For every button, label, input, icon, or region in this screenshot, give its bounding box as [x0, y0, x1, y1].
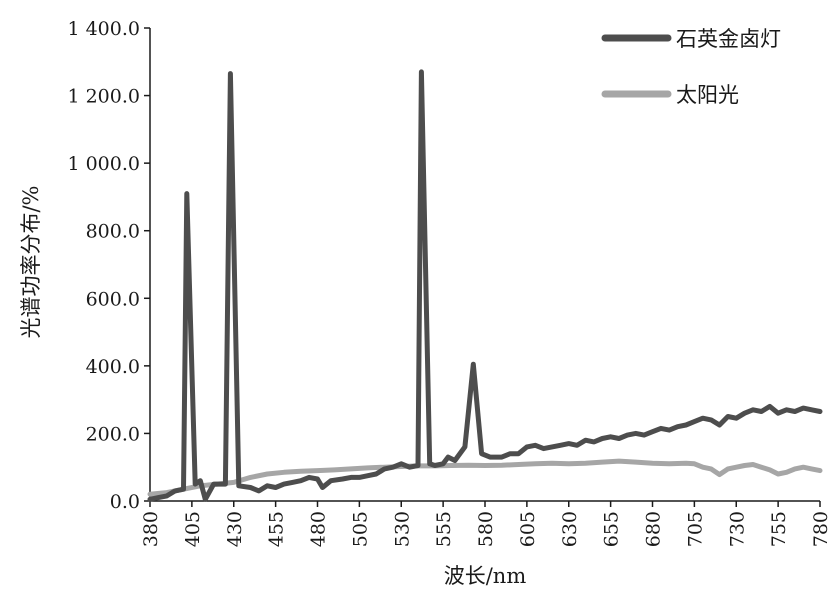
series-line-0	[147, 69, 823, 502]
x-tick-label: 705	[684, 511, 706, 547]
y-axis-title: 光谱功率分布/%	[19, 185, 43, 338]
x-tick-label: 605	[517, 511, 539, 547]
series-layer	[147, 69, 823, 502]
y-tick-label: 0.0	[110, 491, 140, 513]
x-tick-label: 380	[140, 511, 162, 547]
x-tick-label: 505	[349, 511, 371, 547]
x-tick-label: 655	[601, 511, 623, 547]
x-tick-label: 630	[559, 511, 581, 547]
legend: 石英金卤灯 太阳光	[601, 27, 781, 107]
x-axis-title: 波长/nm	[444, 564, 527, 588]
y-tick-label: 800.0	[86, 221, 140, 243]
y-axis: 0.0 200.0 400.0 600.0 800.0 1 000.0 1 200.0 1 4…	[67, 18, 151, 513]
x-tick-label: 480	[308, 511, 330, 547]
x-axis: 380 405 430 455 480 505 530 555 580 605 630 655 680 7…	[140, 500, 832, 547]
x-tick-label: 430	[224, 511, 246, 547]
x-tick-label: 530	[391, 511, 413, 547]
legend-label-sunlight: 太阳光	[676, 83, 739, 107]
legend-label-quartz-metal-halide: 石英金卤灯	[676, 27, 781, 51]
x-tick-label: 755	[768, 511, 790, 547]
x-tick-label: 730	[726, 511, 748, 547]
y-tick-label: 1 000.0	[67, 153, 140, 175]
x-tick-label: 680	[643, 511, 665, 547]
y-tick-label: 1 400.0	[67, 18, 140, 40]
x-tick-label: 555	[433, 511, 455, 547]
y-tick-label: 600.0	[86, 288, 140, 310]
y-tick-label: 1 200.0	[67, 86, 140, 108]
y-tick-label: 200.0	[86, 423, 140, 445]
x-tick-label: 580	[475, 511, 497, 547]
series-line-1	[147, 458, 823, 497]
x-tick-label: 405	[182, 511, 204, 547]
x-tick-label: 780	[810, 511, 832, 547]
x-tick-label: 455	[266, 511, 288, 547]
y-tick-label: 400.0	[86, 356, 140, 378]
